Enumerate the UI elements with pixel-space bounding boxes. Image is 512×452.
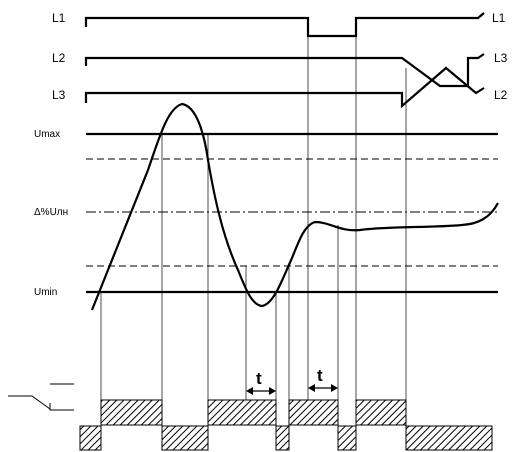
phase-label-right-l3: L3 (494, 51, 508, 65)
phase-label-l1: L1 (52, 11, 66, 25)
phase-label-right-l2: L2 (494, 88, 508, 102)
nominal-voltage-label: Δ%Uлн (34, 207, 68, 218)
phase-line-l3 (84, 66, 485, 109)
voltage-curve (90, 102, 499, 311)
delay-label-2: t (317, 366, 323, 385)
phase-label-right-l1: L1 (492, 11, 506, 25)
umax-label: Umax (34, 129, 60, 140)
phase-label-l3: L3 (52, 88, 66, 102)
phase-label-l2: L2 (52, 51, 66, 65)
phase-line-l1 (84, 12, 485, 38)
delay-label-1: t (256, 369, 262, 388)
umin-label: Umin (34, 287, 57, 298)
contact-symbol (8, 383, 74, 411)
delay-marker-2: t (308, 366, 338, 392)
relay-output-upper (100, 399, 407, 426)
delay-marker-1: t (246, 369, 276, 395)
relay-output-lower (79, 425, 493, 451)
vertical-guides (100, 18, 407, 426)
phase-line-l2 (84, 53, 485, 88)
